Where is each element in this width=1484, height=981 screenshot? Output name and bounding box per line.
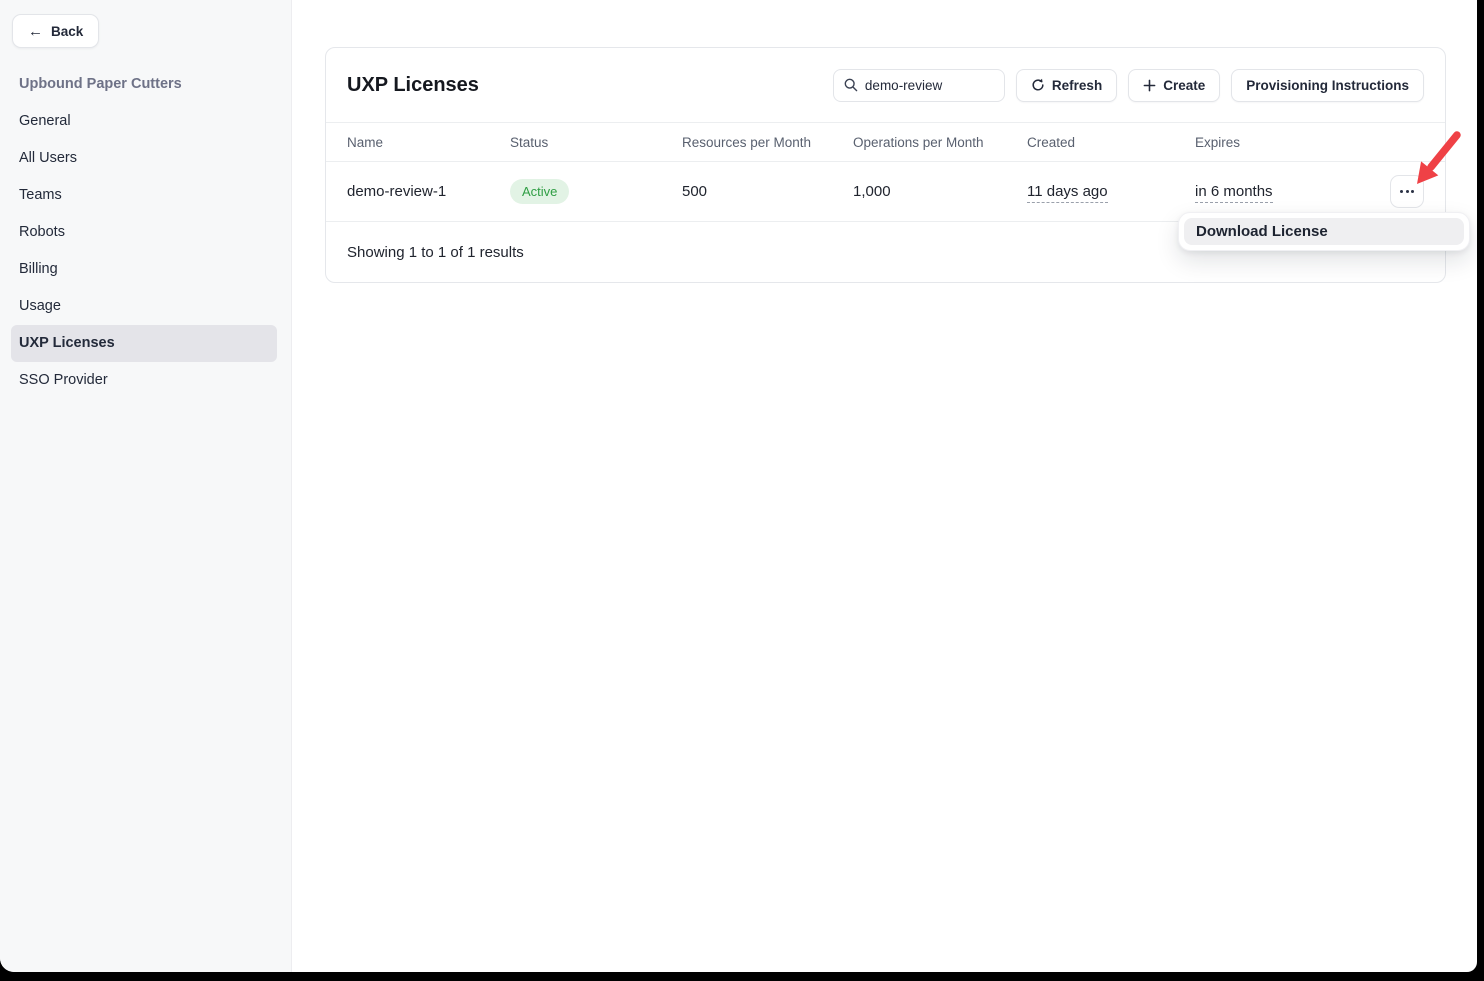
resources-per-month-value: 500: [682, 183, 708, 200]
sidebar-item-usage[interactable]: Usage: [19, 298, 61, 314]
sidebar-item-robots[interactable]: Robots: [19, 224, 65, 240]
refresh-button-label: Refresh: [1051, 77, 1103, 93]
column-header-resources: Resources per Month: [682, 134, 812, 150]
sidebar-item-sso-provider[interactable]: SSO Provider: [19, 372, 108, 388]
toolbar: Refresh Create Provisioning Instructions: [832, 68, 1424, 102]
card-header: UXP Licenses Refresh: [326, 48, 1445, 123]
back-button[interactable]: ← Back: [12, 14, 100, 48]
column-header-name: Name: [347, 134, 384, 150]
uxp-licenses-card: UXP Licenses Refresh: [325, 47, 1446, 283]
create-button-label: Create: [1163, 77, 1206, 93]
column-header-status: Status: [510, 134, 549, 150]
sidebar-item-general[interactable]: General: [19, 113, 71, 129]
created-value[interactable]: 11 days ago: [1027, 183, 1108, 203]
table-header-row: Name Status Resources per Month Operatio…: [326, 123, 1445, 162]
column-header-created: Created: [1027, 134, 1076, 150]
back-button-label: Back: [51, 23, 84, 39]
license-name: demo-review-1: [347, 183, 447, 200]
sidebar: ← Back Upbound Paper Cutters General All…: [0, 0, 292, 972]
refresh-button[interactable]: Refresh: [1015, 68, 1118, 102]
sidebar-item-uxp-licenses[interactable]: UXP Licenses: [11, 325, 277, 362]
page-title: UXP Licenses: [347, 73, 479, 96]
create-button[interactable]: Create: [1128, 68, 1221, 102]
plus-icon: [1143, 79, 1156, 91]
search-box[interactable]: [832, 68, 1005, 102]
expires-value[interactable]: in 6 months: [1195, 183, 1273, 203]
row-actions-button[interactable]: [1390, 175, 1424, 208]
menu-item-download-license[interactable]: Download License: [1184, 218, 1464, 245]
provisioning-instructions-label: Provisioning Instructions: [1246, 77, 1409, 93]
operations-per-month-value: 1,000: [853, 183, 891, 200]
sidebar-nav: General All Users Teams Robots Billing U…: [11, 103, 277, 399]
row-actions-menu: Download License: [1178, 212, 1470, 251]
sidebar-item-all-users[interactable]: All Users: [19, 150, 78, 166]
back-arrow-icon: ←: [28, 22, 43, 40]
sidebar-item-billing[interactable]: Billing: [19, 261, 58, 277]
results-summary: Showing 1 to 1 of 1 results: [347, 243, 524, 261]
search-input[interactable]: [864, 77, 994, 93]
table-row: demo-review-1 Active 500 1,000 11 days a…: [326, 162, 1445, 222]
column-header-expires: Expires: [1195, 134, 1241, 150]
ellipsis-icon: [1400, 190, 1403, 193]
status-badge: Active: [510, 179, 570, 204]
sidebar-item-teams[interactable]: Teams: [19, 187, 62, 203]
column-header-operations: Operations per Month: [853, 134, 984, 150]
org-title: Upbound Paper Cutters: [19, 76, 182, 92]
refresh-icon: [1032, 78, 1044, 91]
search-icon: [844, 78, 858, 92]
provisioning-instructions-button[interactable]: Provisioning Instructions: [1231, 68, 1424, 102]
